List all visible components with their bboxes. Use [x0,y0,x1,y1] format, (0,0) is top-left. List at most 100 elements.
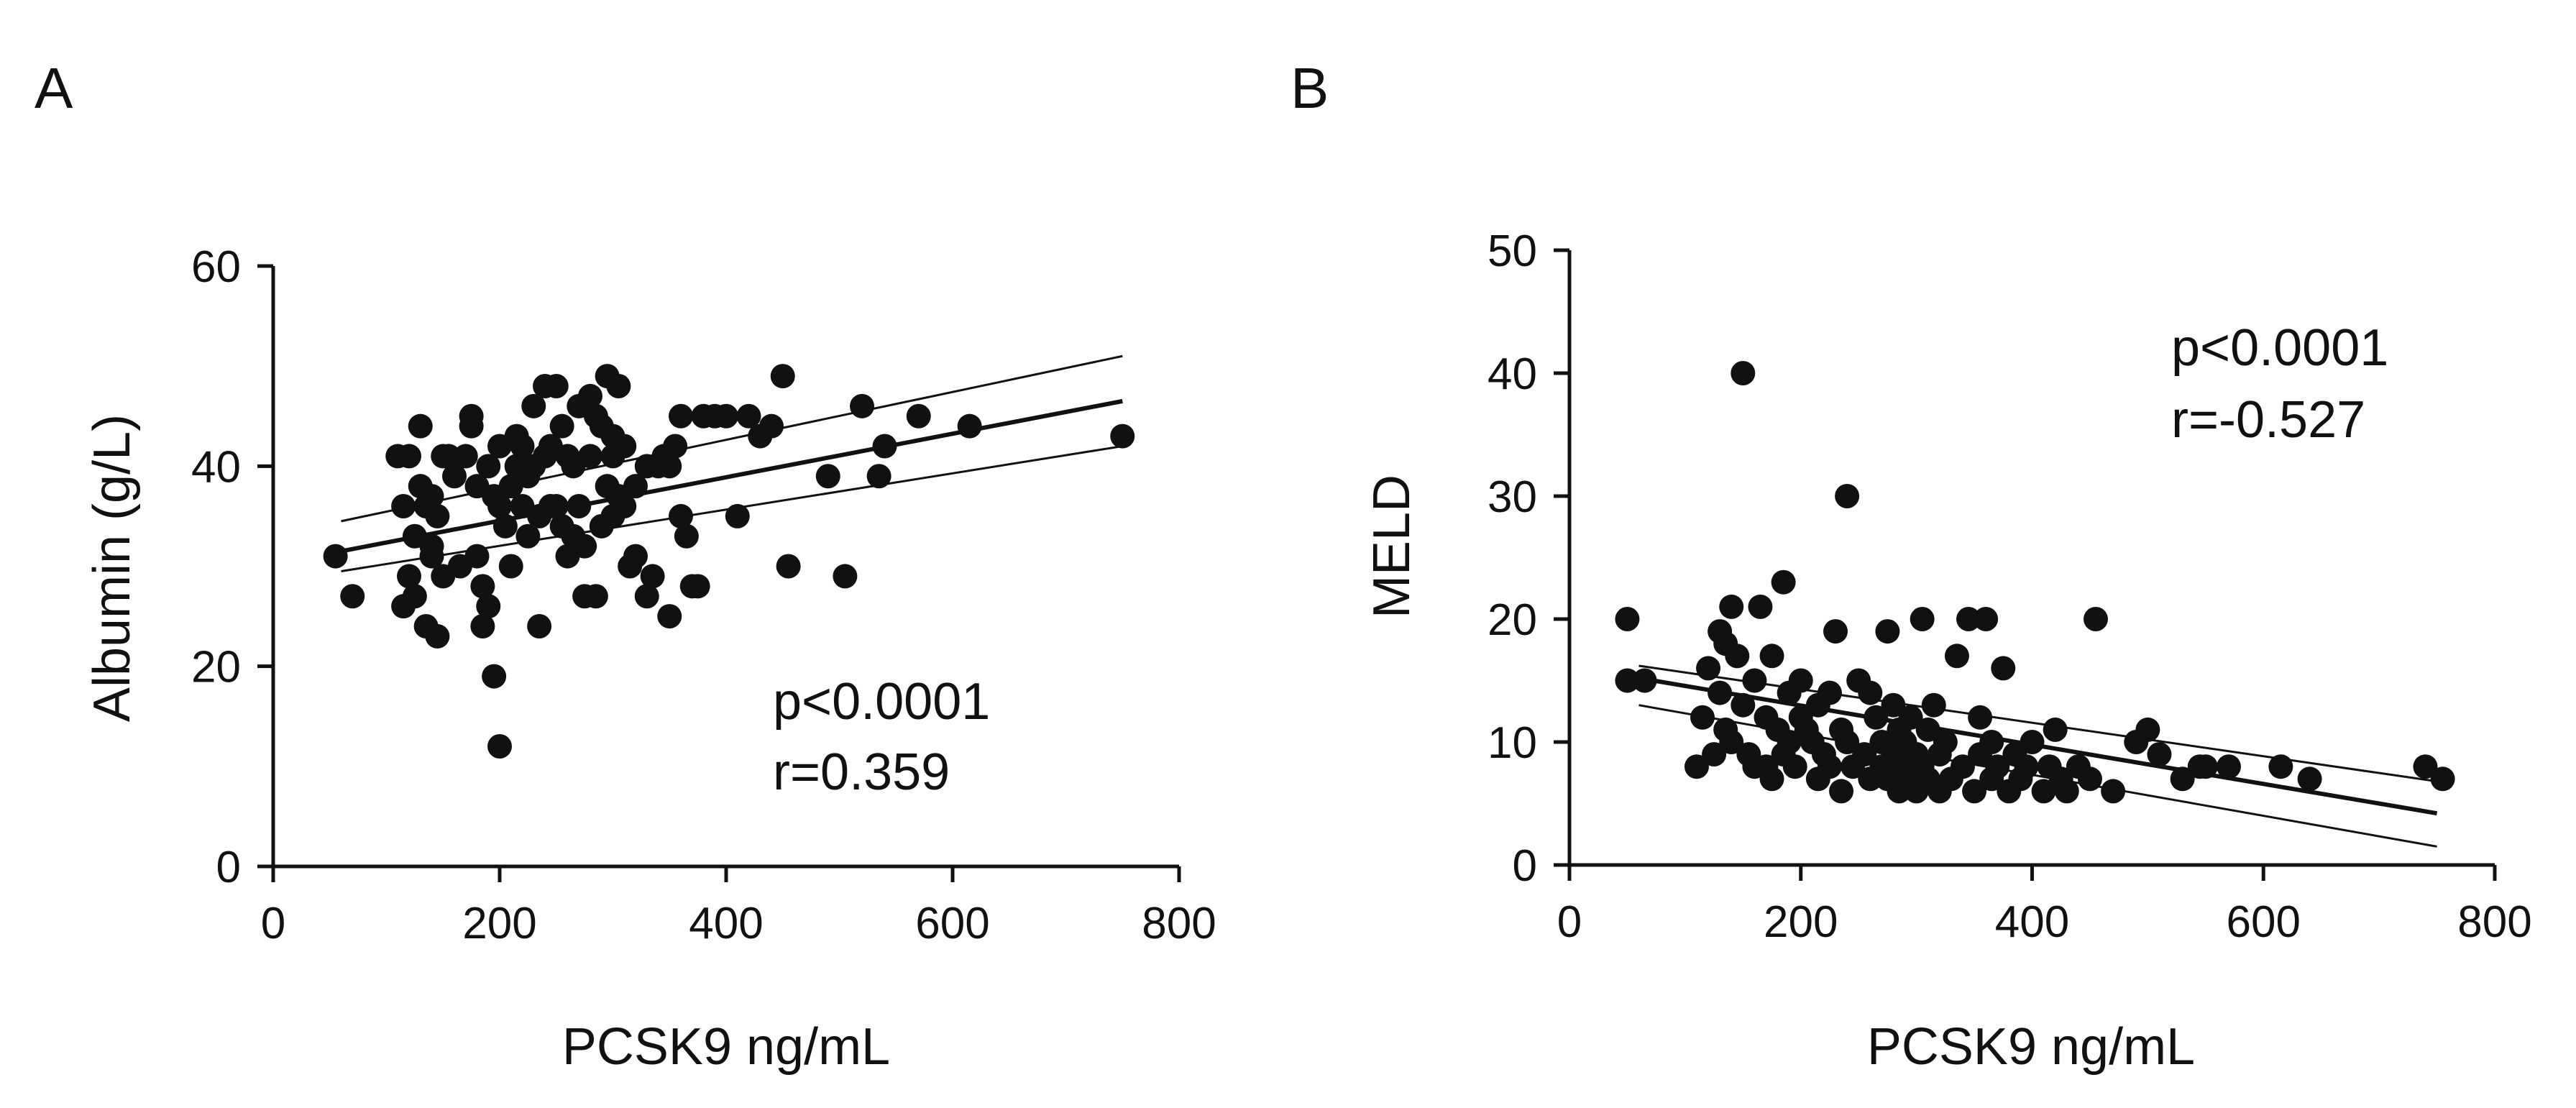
data-point [1690,705,1715,730]
data-point [1944,644,1969,669]
data-point [583,584,608,609]
data-point [2297,766,2322,792]
data-point [391,494,416,518]
data-point [1974,607,1999,631]
x-tick-label: 200 [462,899,536,948]
data-point [776,554,801,579]
data-point [1962,779,1987,804]
data-point [515,523,541,549]
data-point [1696,656,1721,681]
data-point [1684,754,1709,779]
data-point [714,403,738,429]
data-point [487,734,512,759]
data-point [2170,766,2195,792]
data-point [2216,754,2241,779]
data-point [872,434,897,459]
data-point [470,614,495,638]
y-tick-label: 50 [1488,226,1537,276]
panel-a-axes: 0 200 400 600 800 0 20 40 60 [191,242,1216,948]
data-point [1933,730,1958,754]
data-point [1864,705,1889,730]
data-point [510,434,535,459]
data-point [2020,730,2045,754]
x-tick-label: 400 [1995,897,2069,947]
data-point [1782,754,1807,779]
data-point [498,554,523,579]
y-tick-label: 0 [1513,841,1537,891]
data-point [482,664,507,689]
x-tick-label: 0 [261,899,285,948]
data-point [487,494,512,518]
data-point [1950,754,1975,779]
data-point [657,604,682,629]
y-tick-label: 10 [1488,718,1537,768]
data-point [1632,668,1657,693]
y-tick-label: 40 [191,442,241,492]
data-point [1777,730,1802,754]
data-point [815,464,840,489]
data-point [1759,766,1784,792]
data-point [578,444,602,469]
data-point [1615,607,1640,631]
x-tick-label: 600 [915,899,989,948]
data-point [1835,730,1860,754]
data-point [442,464,467,489]
data-point [492,513,518,539]
data-point [833,564,858,589]
data-point [2101,779,2126,804]
panel-a-p-value: p<0.0001 [773,673,990,731]
data-point [578,383,602,408]
data-point [1759,644,1784,669]
data-point [436,444,462,469]
data-point [623,544,648,569]
data-point [521,393,546,418]
data-point [674,523,699,549]
data-point [957,413,982,439]
data-point [612,434,637,459]
data-point [425,623,450,649]
data-point [340,584,365,609]
y-tick-label: 20 [191,643,241,692]
data-point [1979,730,2004,754]
data-point [1110,423,1135,449]
data-point [2083,607,2108,631]
data-point [2413,754,2438,779]
data-point [2268,754,2293,779]
panel-a-chart: A 0 200 400 600 800 0 20 40 60 PCSK9 ng/mL Album… [35,56,1216,1076]
data-point [1719,730,1744,754]
panel-a-x-axis-title: PCSK9 ng/mL [562,1018,890,1076]
data-point [397,444,421,469]
data-point [1852,742,1877,767]
x-tick-label: 400 [689,899,763,948]
regression-line [340,398,1123,554]
data-point [549,413,574,439]
data-point [657,454,682,479]
data-point [408,413,433,439]
data-point [1731,361,1756,385]
data-point [1829,779,1854,804]
data-point [2135,717,2160,742]
data-point [567,494,592,518]
data-point [1702,742,1727,767]
data-point [1985,754,2010,779]
data-point [527,614,552,638]
data-point [402,584,427,609]
data-point [736,403,761,429]
y-tick-label: 20 [1488,595,1537,645]
panel-a-r-value: r=0.359 [773,743,950,801]
data-point [1915,717,1940,742]
data-point [1719,594,1744,619]
data-point [1956,607,1981,631]
ci-upper-line [1638,664,2437,783]
data-point [1823,619,1848,644]
data-point [2147,742,2172,767]
data-point [1771,569,1796,595]
data-point [725,503,750,528]
data-point [634,584,659,609]
panel-b-letter: B [1291,56,1329,120]
panel-a-y-axis-title: Albumin (g/L) [83,414,141,722]
data-point [2014,754,2039,779]
data-point [1921,692,1946,718]
panel-b-y-axis-title: MELD [1363,475,1421,618]
